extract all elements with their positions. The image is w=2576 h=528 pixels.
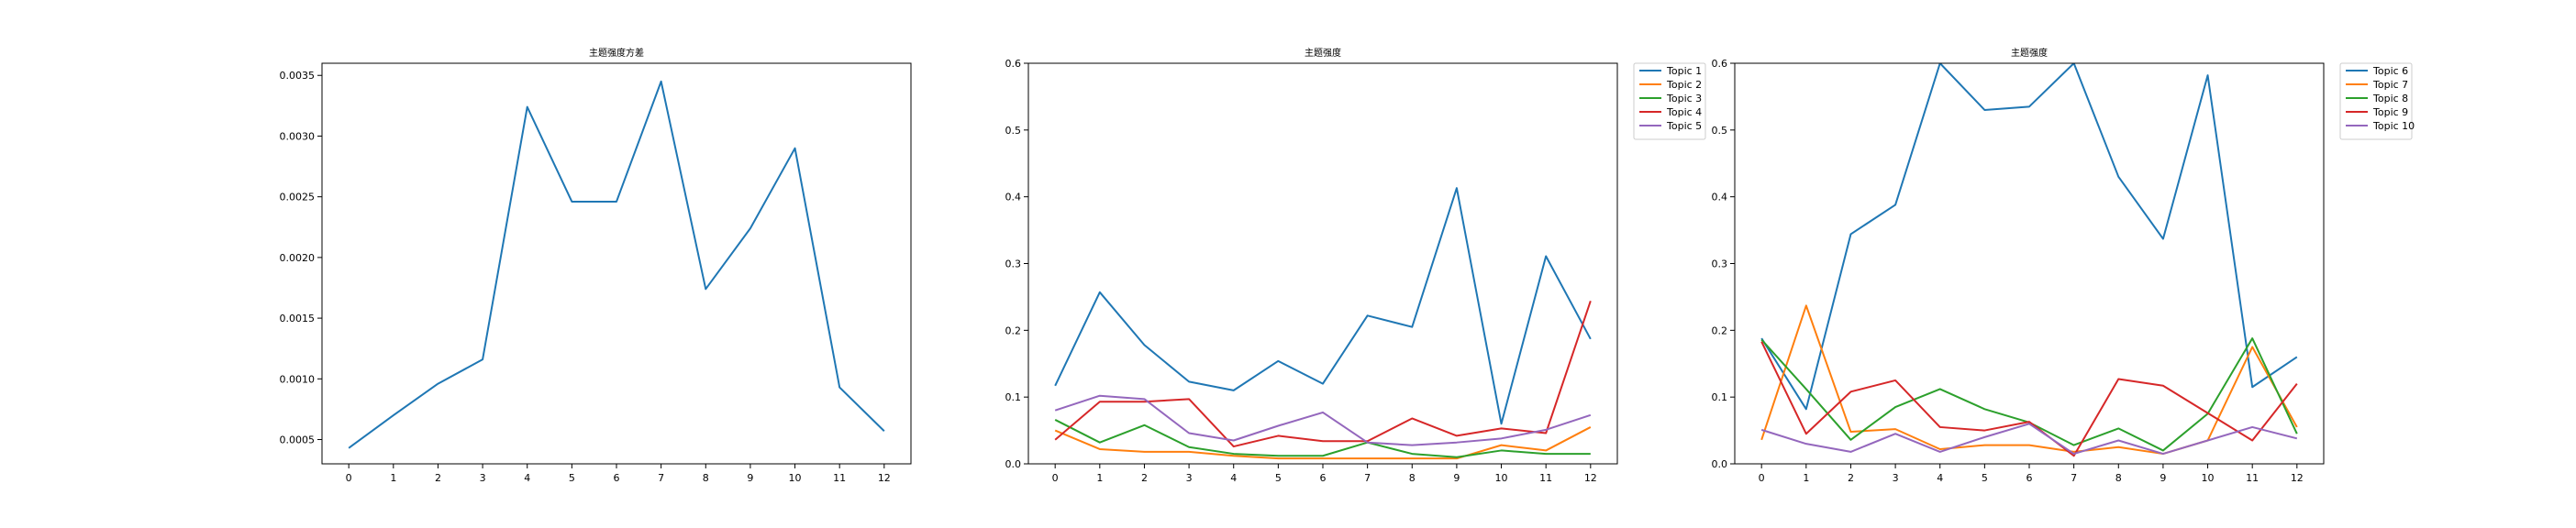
- x-tick-label: 4: [1230, 472, 1237, 484]
- y-tick-label: 0.2: [1005, 324, 1022, 336]
- x-tick-label: 7: [658, 472, 664, 484]
- y-tick-label: 0.2: [1712, 324, 1728, 336]
- x-tick-label: 3: [1186, 472, 1193, 484]
- y-tick-label: 0.0035: [280, 70, 316, 82]
- legend-label: Topic 8: [2372, 93, 2408, 104]
- x-tick-label: 10: [2202, 472, 2215, 484]
- y-tick-label: 0.0005: [280, 434, 316, 446]
- legend-label: Topic 1: [1666, 65, 1702, 77]
- x-tick-label: 8: [1409, 472, 1416, 484]
- y-tick-label: 0.3: [1712, 258, 1728, 270]
- x-tick-label: 7: [2071, 472, 2077, 484]
- x-tick-label: 9: [747, 472, 753, 484]
- y-tick-label: 0.1: [1712, 391, 1728, 403]
- y-tick-label: 0.0010: [280, 373, 316, 385]
- y-tick-label: 0.0: [1005, 458, 1022, 470]
- x-tick-label: 4: [1937, 472, 1943, 484]
- axes-frame: [1734, 62, 2325, 465]
- y-tick-label: 0.0: [1712, 458, 1728, 470]
- x-tick-label: 6: [2026, 472, 2033, 484]
- series-line-topic-2: [1054, 426, 1592, 460]
- x-tick-label: 11: [1539, 472, 1552, 484]
- x-tick-label: 12: [1584, 472, 1597, 484]
- x-tick-label: 0: [346, 472, 352, 484]
- y-tick-label: 0.4: [1712, 192, 1728, 204]
- y-tick-label: 0.3: [1005, 258, 1022, 270]
- x-tick-label: 5: [1982, 472, 1988, 484]
- legend-label: Topic 2: [1666, 79, 1702, 91]
- y-tick-label: 0.0015: [280, 313, 316, 324]
- y-tick-label: 0.6: [1005, 58, 1022, 70]
- x-tick-label: 9: [2160, 472, 2166, 484]
- series-line-topic-6: [1760, 63, 2298, 411]
- y-tick-label: 0.1: [1005, 391, 1022, 403]
- y-tick-label: 0.5: [1005, 125, 1022, 137]
- x-tick-label: 1: [1803, 472, 1809, 484]
- legend-label: Topic 6: [2372, 65, 2408, 77]
- axes-frame: [1027, 62, 1618, 465]
- legend-label: Topic 9: [2372, 106, 2408, 118]
- x-tick-label: 3: [1893, 472, 1899, 484]
- legend-label: Topic 3: [1666, 93, 1702, 104]
- axes-frame: [321, 62, 912, 465]
- x-tick-label: 2: [1848, 472, 1854, 484]
- x-tick-label: 11: [833, 472, 846, 484]
- chart-title: 主题强度方差: [589, 47, 644, 59]
- x-tick-label: 1: [1096, 472, 1103, 484]
- series-line: [348, 80, 885, 449]
- chart-title: 主题强度: [2011, 47, 2048, 59]
- x-tick-label: 11: [2246, 472, 2259, 484]
- x-tick-label: 3: [480, 472, 486, 484]
- x-tick-label: 12: [878, 472, 891, 484]
- chart-title: 主题强度: [1305, 47, 1341, 59]
- x-tick-label: 2: [435, 472, 441, 484]
- legend-label: Topic 7: [2372, 79, 2408, 91]
- y-tick-label: 0.0020: [280, 252, 316, 264]
- series-line-topic-3: [1054, 419, 1591, 458]
- y-tick-label: 0.5: [1712, 125, 1728, 137]
- legend-label: Topic 10: [2372, 120, 2415, 132]
- y-tick-label: 0.4: [1005, 192, 1022, 204]
- legend-label: Topic 5: [1666, 120, 1702, 132]
- x-tick-label: 9: [1453, 472, 1460, 484]
- legend-box: [2339, 62, 2413, 140]
- y-tick-label: 0.6: [1712, 58, 1728, 70]
- series-line-topic-4: [1054, 300, 1592, 448]
- x-tick-label: 1: [390, 472, 396, 484]
- x-tick-label: 6: [614, 472, 620, 484]
- x-tick-label: 12: [2291, 472, 2304, 484]
- x-tick-label: 10: [1495, 472, 1508, 484]
- x-tick-label: 2: [1141, 472, 1148, 484]
- legend-label: Topic 4: [1666, 106, 1702, 118]
- series-line-topic-5: [1054, 394, 1592, 446]
- x-tick-label: 4: [524, 472, 530, 484]
- x-tick-label: 7: [1364, 472, 1371, 484]
- series-line-topic-10: [1760, 423, 2298, 456]
- series-line-topic-1: [1054, 187, 1592, 425]
- x-tick-label: 5: [1275, 472, 1282, 484]
- y-tick-label: 0.0025: [280, 192, 316, 204]
- x-tick-label: 0: [1759, 472, 1765, 484]
- x-tick-label: 8: [2115, 472, 2122, 484]
- x-tick-label: 8: [703, 472, 709, 484]
- series-line-topic-9: [1760, 341, 2298, 457]
- x-tick-label: 10: [789, 472, 802, 484]
- x-tick-label: 6: [1320, 472, 1327, 484]
- x-tick-label: 5: [569, 472, 575, 484]
- x-tick-label: 0: [1052, 472, 1059, 484]
- legend-box: [1633, 62, 1706, 140]
- y-tick-label: 0.0030: [280, 130, 316, 142]
